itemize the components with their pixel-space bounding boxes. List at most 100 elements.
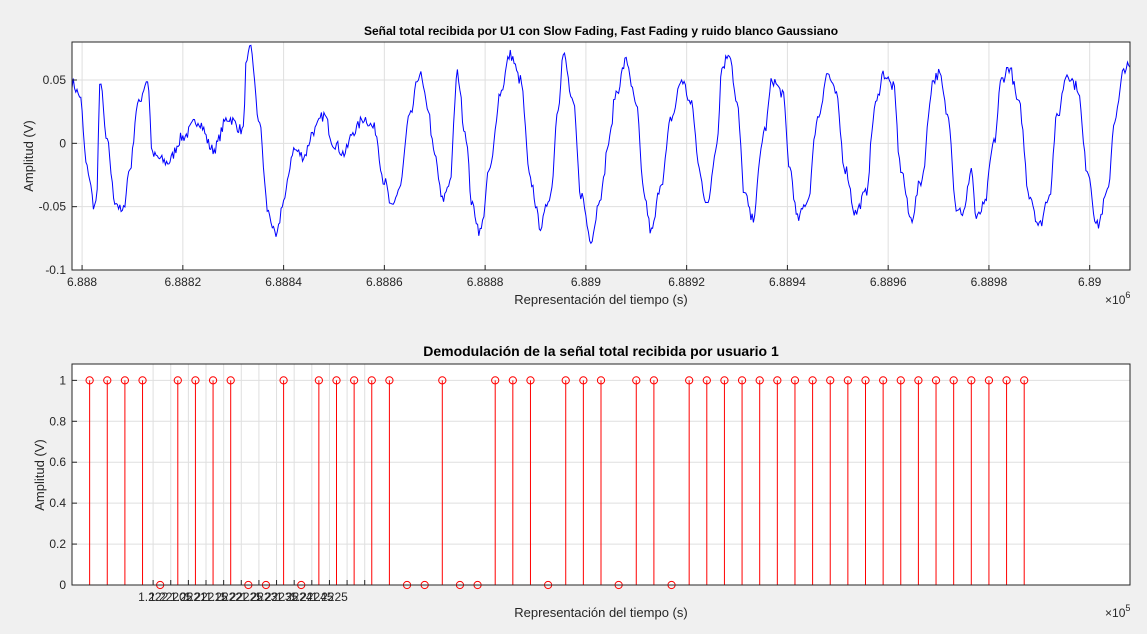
chart-2: 1.2221.222051.22211.222151.22221.222251.… xyxy=(32,343,1131,620)
chart-2-stem-marker xyxy=(790,376,800,385)
c2-x-tick-label: 1.2222 xyxy=(205,590,242,604)
c2-x-tick-label: 1.22215 xyxy=(184,590,228,604)
chart-1-axes-box xyxy=(71,41,1131,271)
chart-2-x-multiplier: ×105 xyxy=(1105,603,1130,620)
c2-x-tick-label: 1.22205 xyxy=(149,590,193,604)
c2-y-tick-label: 0.6 xyxy=(49,455,66,469)
c2-x-tick-label: 1.22245 xyxy=(290,590,334,604)
chart-1-plot-area xyxy=(72,42,1130,270)
c2-y-tick-label: 0 xyxy=(59,578,66,592)
c1-x-tick-label: 6.8888 xyxy=(467,275,504,289)
c1-y-tick-label: -0.1 xyxy=(45,263,66,277)
c1-x-tick-label: 6.8894 xyxy=(769,275,806,289)
chart-2-stem-marker xyxy=(367,376,376,385)
c1-x-tick-label: 6.89 xyxy=(1078,275,1102,289)
chart-1-x-multiplier-exponent: 6 xyxy=(1125,290,1130,300)
c2-y-tick-label: 0.2 xyxy=(49,537,66,551)
chart-2-stem-marker xyxy=(843,376,852,385)
chart-2-stem-marker xyxy=(561,376,570,385)
chart-2-stem-marker xyxy=(526,376,535,385)
chart-1-series-line xyxy=(71,44,1131,245)
chart-2-stem-marker xyxy=(984,376,994,385)
chart-1-x-ticks: 6.888 6.8882 6.8884 6.8886 6.8888 6.889 6.8892… xyxy=(67,265,1102,289)
c1-y-tick-label: 0.05 xyxy=(43,73,67,87)
chart-2-stem-marker xyxy=(208,376,218,385)
chart-2-title: Demodulación de la señal total recibida … xyxy=(423,343,779,359)
chart-2-stem-marker xyxy=(861,376,870,385)
c1-x-tick-label: 6.8882 xyxy=(164,275,201,289)
chart-2-stem-marker xyxy=(579,376,588,385)
chart-2-stem-marker xyxy=(685,376,694,385)
chart-2-x-multiplier-base: 10 xyxy=(1112,606,1126,620)
chart-2-stem-marker xyxy=(350,376,359,385)
chart-1: 6.888 6.8882 6.8884 6.8886 6.8888 6.889 6.8892… xyxy=(21,24,1131,307)
chart-2-stem-marker xyxy=(755,376,764,385)
chart-2-stem-marker xyxy=(773,376,782,385)
c1-y-tick-label: 0 xyxy=(59,136,66,150)
chart-2-stem-marker xyxy=(1002,376,1011,385)
c2-x-tick-label: 1.222 xyxy=(138,590,168,604)
chart-2-stem-marker xyxy=(103,376,112,385)
chart-2-stem-marker xyxy=(138,376,147,385)
chart-2-stem-marker xyxy=(120,376,130,385)
c2-x-tick-label: 1.2223 xyxy=(241,590,278,604)
chart-2-stem-marker xyxy=(931,376,941,385)
chart-2-stem-marker xyxy=(808,376,817,385)
chart-2-stem-marker xyxy=(967,376,976,385)
c2-y-tick-label: 1 xyxy=(59,373,66,387)
chart-2-y-ticks: 0 0.2 0.4 0.6 0.8 1 xyxy=(49,373,77,592)
c2-y-tick-label: 0.8 xyxy=(49,414,66,428)
chart-1-x-axis-label: Representación del tiempo (s) xyxy=(514,292,687,307)
chart-1-title: Señal total recibida por U1 con Slow Fad… xyxy=(364,24,838,38)
chart-2-stem-marker xyxy=(191,376,200,385)
chart-2-stem-marker xyxy=(826,376,835,385)
chart-2-stem-marker xyxy=(438,376,447,385)
chart-2-stems xyxy=(85,376,1029,590)
chart-2-x-ticks: 1.2221.222051.22211.222151.22221.222251.… xyxy=(138,580,366,604)
chart-2-stem-marker xyxy=(332,376,341,385)
c2-x-tick-label: 1.2225 xyxy=(311,590,348,604)
chart-2-stem-marker xyxy=(173,376,182,385)
c1-x-tick-label: 6.8884 xyxy=(265,275,302,289)
c1-x-tick-label: 6.8892 xyxy=(668,275,705,289)
c2-x-tick-label: 1.22235 xyxy=(255,590,299,604)
chart-2-stem-marker xyxy=(491,376,500,385)
chart-2-stem-marker xyxy=(649,376,659,385)
c1-x-tick-label: 6.8896 xyxy=(870,275,907,289)
c1-y-tick-label: -0.05 xyxy=(39,200,67,214)
chart-1-x-multiplier-base: 10 xyxy=(1112,293,1126,307)
chart-2-stem-marker xyxy=(879,376,888,385)
chart-2-x-multiplier-exponent: 5 xyxy=(1125,603,1130,613)
c1-x-tick-label: 6.8886 xyxy=(366,275,403,289)
chart-2-stem-marker xyxy=(632,376,641,385)
chart-2-stem-marker xyxy=(896,376,905,385)
c2-x-tick-label: 1.22225 xyxy=(220,590,264,604)
chart-2-stem-marker xyxy=(279,376,288,385)
chart-2-stem-marker xyxy=(85,376,94,385)
chart-2-stem-marker xyxy=(949,376,958,385)
chart-2-y-axis-label: Amplitud (V) xyxy=(32,439,47,511)
chart-2-stem-marker xyxy=(226,376,235,385)
chart-2-stem-marker xyxy=(385,376,394,385)
chart-2-stem-marker xyxy=(702,376,711,385)
chart-2-stem-marker xyxy=(314,376,323,385)
chart-1-x-multiplier: ×106 xyxy=(1105,290,1130,307)
chart-2-stem-marker xyxy=(1020,376,1029,385)
chart-2-stem-marker xyxy=(720,376,729,385)
c2-y-tick-label: 0.4 xyxy=(49,496,66,510)
chart-2-x-axis-label: Representación del tiempo (s) xyxy=(514,605,687,620)
chart-1-x-multiplier-times-sign: × xyxy=(1105,293,1112,307)
chart-1-y-ticks: -0.1 -0.05 0 0.05 xyxy=(39,73,77,277)
chart-1-y-axis-label: Amplitud (V) xyxy=(21,120,36,192)
chart-2-stem-marker xyxy=(508,376,517,385)
c2-x-tick-label: 1.2221 xyxy=(170,590,207,604)
c1-x-tick-label: 6.889 xyxy=(571,275,601,289)
c1-x-tick-label: 6.8898 xyxy=(971,275,1008,289)
chart-2-axes-box xyxy=(71,363,1131,586)
c1-x-tick-label: 6.888 xyxy=(67,275,97,289)
chart-2-stem-marker xyxy=(596,376,606,385)
chart-2-stem-marker xyxy=(737,376,747,385)
chart-2-stem-marker xyxy=(914,376,923,385)
chart-2-x-multiplier-times-sign: × xyxy=(1105,606,1112,620)
